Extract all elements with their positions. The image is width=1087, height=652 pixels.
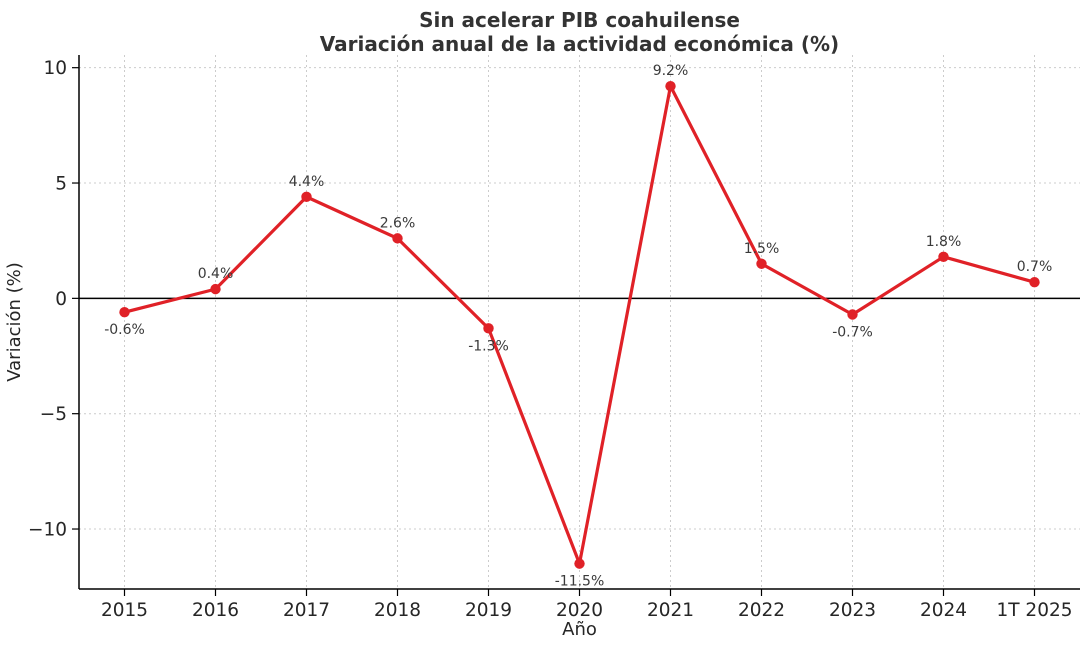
y-axis-label: Variación (%) <box>4 262 25 382</box>
data-point <box>574 558 585 569</box>
x-tick-label: 2019 <box>465 600 512 621</box>
data-point <box>301 191 312 203</box>
chart-title-line-2: Variación anual de la actividad económic… <box>320 32 839 56</box>
point-label: 1.5% <box>744 241 780 257</box>
point-label: -0.7% <box>832 325 873 341</box>
data-point <box>210 283 221 295</box>
point-label: 1.8% <box>926 234 962 250</box>
y-tick-label: −10 <box>28 520 67 541</box>
data-point <box>392 233 403 244</box>
chart-title-line-1: Sin acelerar PIB coahuilense <box>419 8 740 32</box>
point-label: -0.6% <box>104 322 145 338</box>
data-point <box>847 309 858 320</box>
y-tick-label: −5 <box>40 404 67 425</box>
data-point <box>938 251 949 263</box>
x-tick-label: 2017 <box>283 600 330 621</box>
point-label: 9.2% <box>653 63 689 79</box>
x-tick-label: 2022 <box>738 600 785 621</box>
x-tick-label: 2015 <box>101 600 148 621</box>
x-tick-label: 2024 <box>920 600 967 621</box>
point-label: 0.7% <box>1017 259 1053 275</box>
x-tick-label: 2018 <box>374 600 421 621</box>
x-tick-label: 2016 <box>192 600 239 621</box>
point-label: 4.4% <box>289 174 325 190</box>
data-point <box>119 306 130 318</box>
x-tick-label: 1T 2025 <box>996 600 1072 621</box>
x-tick-label: 2020 <box>556 600 603 621</box>
point-label: 2.6% <box>380 215 416 231</box>
x-tick-label: 2023 <box>829 600 876 621</box>
y-tick-label: 0 <box>55 289 67 310</box>
data-point <box>483 323 494 334</box>
data-point <box>665 80 676 92</box>
x-axis-label: Año <box>562 619 597 640</box>
data-point <box>756 258 767 269</box>
y-tick-label: 10 <box>43 58 67 79</box>
y-tick-label: 5 <box>55 174 67 195</box>
data-point <box>1029 277 1040 288</box>
point-label: 0.4% <box>198 266 234 282</box>
x-tick-label: 2021 <box>647 600 694 621</box>
point-label: -1.3% <box>468 338 509 354</box>
point-label: -11.5% <box>555 574 605 590</box>
